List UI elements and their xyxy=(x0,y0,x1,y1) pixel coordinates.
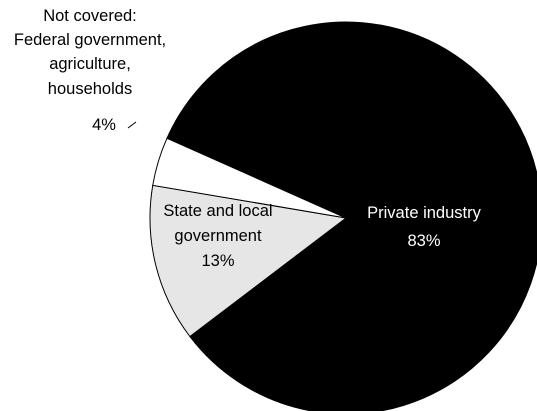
state-local-label-line-2: government xyxy=(174,227,262,245)
slice-state-local-government xyxy=(149,184,348,338)
not-covered-label-line-3: agriculture, xyxy=(49,55,131,73)
state-local-label-line-1: State and local xyxy=(163,202,272,220)
pie-slices xyxy=(149,21,537,411)
state-local-value: 13% xyxy=(201,252,234,270)
not-covered-label-line-4: households xyxy=(48,80,132,98)
not-covered-leader-line xyxy=(127,121,137,129)
slice-private-industry xyxy=(166,21,537,411)
private-industry-label: Private industry xyxy=(367,204,481,222)
not-covered-value: 4% xyxy=(92,116,116,134)
not-covered-label-line-2: Federal government, xyxy=(14,31,166,49)
not-covered-label-line-1: Not covered: xyxy=(43,7,137,25)
slice-not-covered xyxy=(152,137,347,219)
private-industry-value: 83% xyxy=(407,232,440,250)
